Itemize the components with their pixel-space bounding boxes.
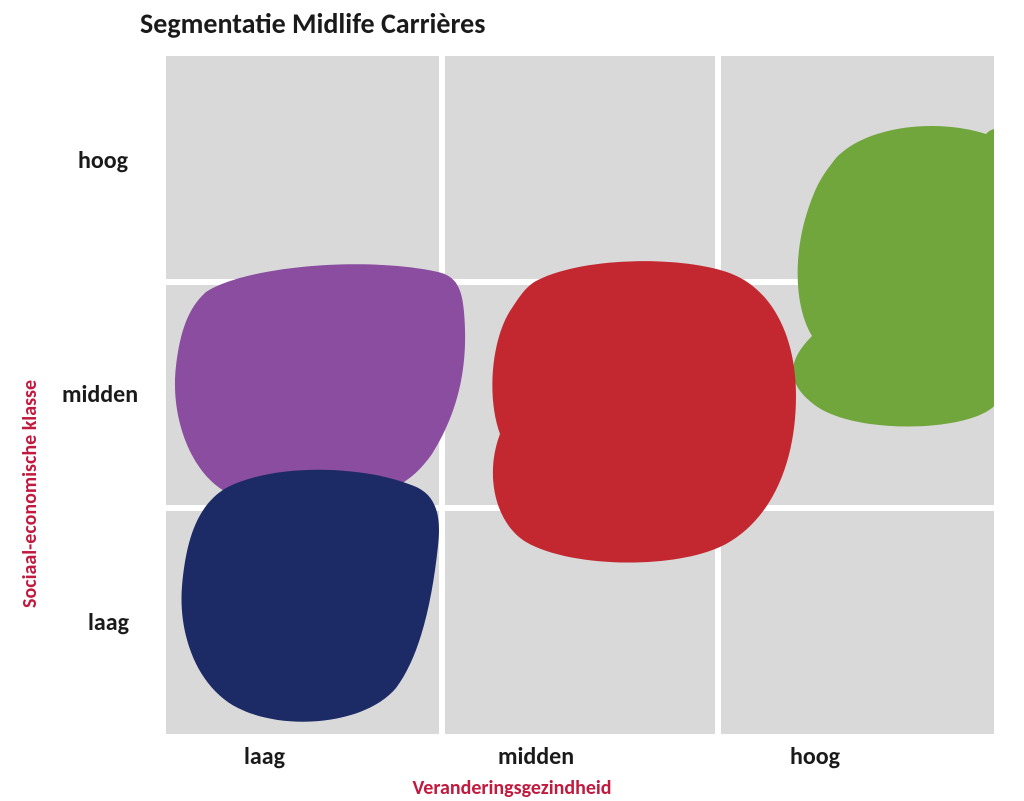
blob-purple: [175, 264, 465, 502]
blob-red: [492, 261, 796, 562]
x-tick-laag: laag: [244, 742, 285, 771]
x-axis-label: Veranderingsgezindheid: [0, 776, 1024, 800]
x-tick-midden: midden: [498, 742, 574, 771]
grid-cell: [718, 508, 994, 734]
chart-title: Segmentatie Midlife Carrières: [140, 6, 485, 41]
figure: Segmentatie Midlife Carrières Sociaal-ec…: [0, 0, 1024, 801]
y-tick-hoog: hoog: [78, 146, 128, 175]
y-axis-label: Sociaal-economische klasse: [18, 380, 42, 608]
grid-cell: [166, 56, 442, 282]
y-tick-laag: laag: [88, 608, 129, 637]
y-tick-midden: midden: [62, 380, 138, 409]
grid-cell: [442, 56, 718, 282]
x-tick-hoog: hoog: [790, 742, 840, 771]
plot-area: [166, 56, 994, 734]
